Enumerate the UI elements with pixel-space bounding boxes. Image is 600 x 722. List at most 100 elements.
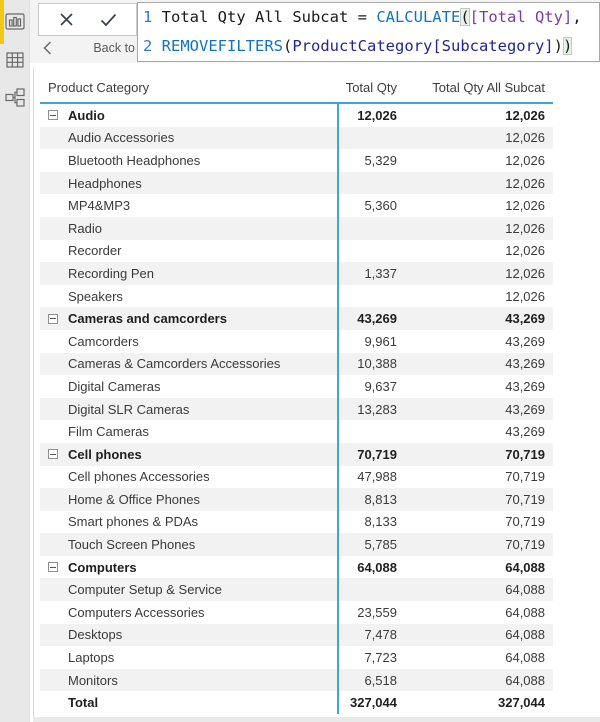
row-header-cell: Smart phones & PDAs [40,514,337,529]
row-label: Bluetooth Headphones [68,152,201,168]
column-header-product-category[interactable]: Product Category [48,79,150,95]
matrix-row[interactable]: Bluetooth Headphones 5,329 12,026 [40,149,553,172]
matrix-row[interactable]: Digital Cameras 9,637 43,269 [40,375,553,398]
total-qty-cell: 23,559 [357,604,397,620]
row-label: Computers Accessories [68,604,205,620]
formula-bar: Back to 1 Total Qty All Subcat = CALCULA… [30,0,600,63]
check-icon [101,13,117,26]
row-header-cell: Recording Pen [40,266,337,281]
total-qty-cell: 43,269 [357,311,397,327]
view-switcher-sidebar [0,0,30,722]
matrix-row[interactable]: Monitors 6,518 64,088 [40,668,553,692]
total-qty-cell: 70,719 [357,446,397,462]
total-qty-all-subcat-cell: 12,026 [505,243,545,259]
collapse-minus-icon[interactable] [48,562,58,573]
row-label: Cameras & Camcorders Accessories [68,356,281,372]
matrix-row[interactable]: Audio Accessories 12,026 [40,126,553,150]
matrix-row[interactable]: Computer Setup & Service 64,088 [40,578,553,602]
total-qty-cell: 9,637 [364,378,397,394]
cancel-formula-button[interactable] [51,8,81,32]
matrix-row[interactable]: Camcorders 9,961 43,269 [40,330,553,353]
row-label: Recording Pen [68,265,154,281]
row-header-cell: Laptops [40,650,337,665]
sidebar-item-model-view[interactable] [4,87,26,108]
matrix-row[interactable]: Cameras & Camcorders Accessories 10,388 43… [40,352,553,376]
row-label: Smart phones & PDAs [68,514,199,530]
total-qty-cell: 10,388 [357,356,397,372]
total-qty-cell: 7,478 [364,627,397,643]
total-qty-all-subcat-cell: 12,026 [505,220,545,236]
dax-token-plain: ( [283,37,293,55]
total-qty-all-subcat-cell: 12,026 [505,152,545,168]
row-label: Monitors [68,672,118,688]
matrix-row[interactable]: Headphones 12,026 [40,171,553,195]
total-qty-all-subcat-cell: 12,026 [505,198,545,214]
commit-formula-button[interactable] [94,8,124,32]
collapse-minus-icon[interactable] [48,449,58,460]
total-qty-all-subcat-cell: 70,719 [505,537,545,553]
matrix-row[interactable]: Computers 64,088 64,088 [40,556,553,579]
matrix-row[interactable]: Film Cameras 43,269 [40,420,553,443]
matrix-row[interactable]: Recorder 12,026 [40,240,553,263]
row-header-cell: Film Cameras [40,424,337,439]
column-header-total-qty-all-subcat[interactable]: Total Qty All Subcat [432,79,545,95]
matrix-row[interactable]: Smart phones & PDAs 8,133 70,719 [40,511,553,534]
matrix-row[interactable]: Cell phones Accessories 47,988 70,719 [40,466,553,489]
total-qty-cell: 5,360 [364,198,397,214]
column-header-total-qty[interactable]: Total Qty [345,79,397,95]
matrix-row[interactable]: Digital SLR Cameras 13,283 43,269 [40,397,553,421]
back-to-report[interactable]: Back to [38,38,135,58]
matrix-row[interactable]: Recording Pen 1,337 12,026 [40,262,553,285]
row-header-cell: Headphones [40,176,337,191]
row-label: Headphones [68,175,142,191]
matrix-row[interactable]: Audio 12,026 12,026 [40,104,553,127]
total-qty-all-subcat-cell: 64,088 [505,627,545,643]
back-chevron-icon [43,41,52,55]
total-qty-all-subcat-cell: 43,269 [505,356,545,372]
matrix-row[interactable]: Laptops 7,723 64,088 [40,646,553,669]
row-header-cell: Digital Cameras [40,379,337,394]
total-qty-cell: 5,329 [364,152,397,168]
collapse-minus-icon[interactable] [48,110,58,121]
row-label: Desktops [68,627,123,643]
matrix-row[interactable]: Computers Accessories 23,559 64,088 [40,601,553,624]
row-label: Computers [68,559,137,575]
matrix-total-row[interactable]: Total 327,044 327,044 [40,691,553,714]
matrix-row[interactable]: Speakers 12,026 [40,285,553,308]
back-to-label: Back to [93,41,135,55]
total-qty-cell: 8,813 [364,491,397,507]
row-header-cell: MP4&MP3 [40,198,337,213]
row-header-cell: Computers Accessories [40,605,337,620]
row-label: Laptops [68,650,115,666]
matrix-body: Audio 12,026 12,026 Audio Accessories 12,026… [40,104,553,715]
sidebar-item-report-view[interactable] [4,11,26,32]
row-label: Cell phones [68,446,142,462]
total-qty-all-subcat-cell: 43,269 [505,333,545,349]
row-label: MP4&MP3 [68,198,131,214]
matrix-row[interactable]: Home & Office Phones 8,813 70,719 [40,488,553,511]
total-qty-all-subcat-cell: 327,044 [498,695,545,711]
formula-line[interactable]: 1 Total Qty All Subcat = CALCULATE([Tota… [138,3,599,32]
total-qty-cell: 6,518 [364,672,397,688]
total-qty-all-subcat-cell: 43,269 [505,311,545,327]
matrix-row[interactable]: Radio 12,026 [40,216,553,240]
collapse-minus-icon[interactable] [48,313,58,324]
total-qty-cell: 5,785 [364,537,397,553]
row-label: Digital SLR Cameras [68,401,190,417]
row-header-cell: Radio [40,221,337,236]
total-qty-all-subcat-cell: 70,719 [505,491,545,507]
formula-line[interactable]: 2 REMOVEFILTERS(ProductCategory[Subcateg… [138,32,599,61]
matrix-row[interactable]: Touch Screen Phones 5,785 70,719 [40,533,553,556]
dax-formula-editor[interactable]: 1 Total Qty All Subcat = CALCULATE([Tota… [137,2,600,62]
total-qty-all-subcat-cell: 12,026 [505,130,545,146]
matrix-row[interactable]: Desktops 7,478 64,088 [40,623,553,647]
sidebar-item-data-view[interactable] [4,49,26,70]
matrix-table: Product Category Total Qty Total Qty All… [40,72,553,715]
matrix-row[interactable]: Cell phones 70,719 70,719 [40,442,553,466]
total-qty-all-subcat-cell: 70,719 [505,446,545,462]
row-label: Radio [68,220,102,236]
row-label: Audio [68,107,105,123]
total-qty-all-subcat-cell: 64,088 [505,559,545,575]
matrix-row[interactable]: MP4&MP3 5,360 12,026 [40,194,553,217]
matrix-row[interactable]: Cameras and camcorders 43,269 43,269 [40,307,553,330]
